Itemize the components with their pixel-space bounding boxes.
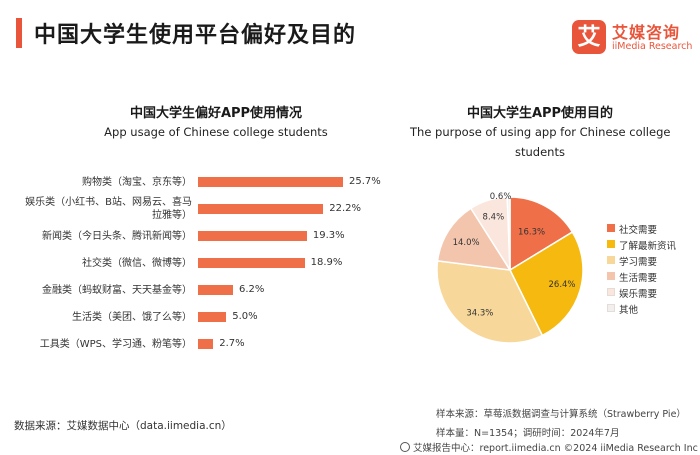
bar-category-label: 社交类（微信、微博等） xyxy=(82,257,192,270)
title-accent-bar xyxy=(16,18,22,48)
bar xyxy=(198,204,324,214)
legend-swatch xyxy=(607,224,615,232)
bar xyxy=(198,312,227,322)
pie-chart: 16.3% 26.4% 34.3% 14.0% 8.4% 0.6% xyxy=(436,192,584,344)
bar-category-label-line: 生活类（美团、饿了么等） xyxy=(72,311,192,323)
bar xyxy=(198,285,233,295)
bar-category-label-line: 拉雅等） xyxy=(152,210,192,221)
bar-category-label-line: 金融类（蚂蚁财富、天天基金等） xyxy=(42,284,192,296)
pie-value-label: 16.3% xyxy=(518,228,545,238)
logo-cn-text: 艾媒咨询 xyxy=(612,23,681,42)
legend-label: 其他 xyxy=(619,305,639,316)
bar-category-label: 金融类（蚂蚁财富、天天基金等） xyxy=(42,284,192,297)
logo-mark: 艾 xyxy=(572,20,606,54)
data-source: 数据来源：艾媒数据中心（data.iimedia.cn） xyxy=(14,420,232,432)
bar-chart-subtitle: App usage of Chinese college students xyxy=(104,125,328,139)
report-center-icon xyxy=(400,442,410,452)
bar-category-label-line: 新闻类（今日头条、腾讯新闻等） xyxy=(42,230,192,242)
bar-value-label: 19.3% xyxy=(312,230,345,241)
bar-value-label: 18.9% xyxy=(310,257,343,268)
bar-value-label: 5.0% xyxy=(232,311,258,322)
bar-chart-title: 中国大学生偏好APP使用情况 xyxy=(129,106,303,121)
bar-category-label-line: 工具类（WPS、学习通、粉笔等） xyxy=(39,338,192,350)
logo-en-text: iiMedia Research xyxy=(612,41,693,52)
bar-category-label: 生活类（美团、饿了么等） xyxy=(72,311,192,324)
legend-label: 社交需要 xyxy=(619,225,658,236)
legend-swatch xyxy=(607,288,615,296)
bar-chart: 购物类（淘宝、京东等） 25.7% 娱乐类（小红书、B站、网易云、喜马拉雅等） 22.… xyxy=(0,165,381,355)
pie-slice xyxy=(509,231,584,337)
bar-value-label: 22.2% xyxy=(329,203,362,214)
pie-chart-subtitle-line-1: The purpose of using app for Chinese col… xyxy=(410,125,671,139)
pie-chart-title: 中国大学生APP使用目的 xyxy=(466,106,614,121)
sample-size: 样本量：N=1354；调研时间：2024年7月 xyxy=(436,428,620,439)
bar-value-label: 25.7% xyxy=(349,176,381,187)
pie-value-label: 0.6% xyxy=(490,192,512,202)
bar xyxy=(198,339,214,349)
legend-swatch xyxy=(607,240,615,248)
bar-category-label: 购物类（淘宝、京东等） xyxy=(82,176,192,189)
legend-swatch xyxy=(607,272,615,280)
pie-chart-subtitle-line-2: students xyxy=(515,145,565,159)
bar xyxy=(198,258,305,268)
page-title: 中国大学生使用平台偏好及目的 xyxy=(34,23,357,48)
bar-category-label-line: 娱乐类（小红书、B站、网易云、喜马 xyxy=(25,197,192,208)
pie-value-label: 34.3% xyxy=(466,308,493,318)
legend-label: 娱乐需要 xyxy=(619,289,658,300)
bar-value-label: 6.2% xyxy=(238,284,265,295)
pie-slice xyxy=(506,196,511,271)
bar-category-label: 工具类（WPS、学习通、粉笔等） xyxy=(40,338,192,351)
legend-label: 生活需要 xyxy=(619,273,658,284)
pie-slice xyxy=(509,196,574,272)
legend-swatch xyxy=(607,304,615,312)
bar-category-label: 新闻类（今日头条、腾讯新闻等） xyxy=(42,230,192,243)
report-center-text: 艾媒报告中心：report.iimedia.cn ©2024 iiMedia R… xyxy=(413,443,698,454)
pie-slice xyxy=(436,260,544,344)
bar xyxy=(198,177,343,187)
pie-value-label: 14.0% xyxy=(453,238,480,248)
pie-value-label: 26.4% xyxy=(549,280,576,290)
legend-swatch xyxy=(607,256,615,264)
legend-label: 了解最新资讯 xyxy=(619,241,677,252)
bar-category-label: 娱乐类（小红书、B站、网易云、喜马拉雅等） xyxy=(25,196,192,222)
bar-value-label: 2.7% xyxy=(219,338,245,349)
report-center-footer: 艾媒报告中心：report.iimedia.cn ©2024 iiMedia R… xyxy=(400,440,698,454)
bar xyxy=(198,231,307,241)
pie-slice xyxy=(436,207,512,271)
legend-label: 学习需要 xyxy=(619,257,658,268)
bar-category-label-line: 购物类（淘宝、京东等） xyxy=(82,176,192,188)
bar-category-label-line: 社交类（微信、微博等） xyxy=(82,257,192,269)
iimedia-logo: 艾 艾媒咨询 iiMedia Research xyxy=(572,18,692,58)
pie-value-label: 8.4% xyxy=(483,213,505,223)
sample-source: 样本来源：草莓派数据调查与计算系统（Strawberry Pie） xyxy=(436,409,686,420)
